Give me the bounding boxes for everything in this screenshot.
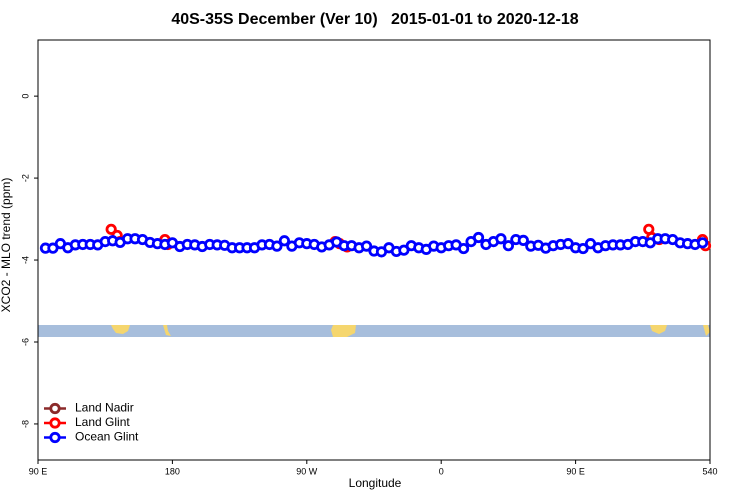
data-point bbox=[105, 223, 117, 235]
y-tick-label: -6 bbox=[20, 338, 30, 346]
x-axis-label: Longitude bbox=[349, 476, 402, 490]
y-tick-label: -2 bbox=[20, 174, 30, 182]
legend-marker bbox=[49, 417, 61, 429]
legend-label: Land Glint bbox=[75, 415, 130, 429]
x-tick-label: 90 W bbox=[296, 466, 318, 476]
x-tick-label: 540 bbox=[702, 466, 717, 476]
data-point bbox=[360, 240, 373, 252]
x-tick-label: 90 E bbox=[29, 466, 48, 476]
y-tick-label: -8 bbox=[20, 420, 30, 428]
ocean-strip bbox=[38, 325, 710, 337]
data-point bbox=[577, 242, 589, 255]
y-tick-label: -4 bbox=[20, 256, 30, 264]
land-blob bbox=[163, 325, 171, 336]
map-strip bbox=[38, 325, 710, 337]
data-point bbox=[278, 235, 290, 247]
legend-marker bbox=[49, 431, 61, 444]
data-point bbox=[696, 237, 709, 249]
data-point bbox=[495, 233, 507, 245]
x-tick-label: 180 bbox=[165, 466, 180, 476]
plot-frame bbox=[37, 39, 711, 461]
x-tick-label: 90 E bbox=[566, 466, 585, 476]
legend-label: Land Nadir bbox=[75, 401, 134, 415]
land-blob bbox=[650, 325, 667, 334]
x-tick-label: 0 bbox=[439, 466, 444, 476]
legend-label: Ocean Glint bbox=[75, 430, 139, 444]
land-blob bbox=[111, 325, 130, 334]
data-point bbox=[502, 240, 514, 252]
y-axis-label: XCO2 - MLO trend (ppm) bbox=[0, 178, 13, 313]
y-tick-label: 0 bbox=[20, 94, 30, 99]
legend-marker bbox=[49, 402, 61, 415]
chart-title: 40S-35S December (Ver 10) 2015-01-01 to … bbox=[171, 11, 578, 28]
data-point bbox=[472, 231, 485, 244]
data-point bbox=[457, 242, 470, 255]
land-blob bbox=[331, 325, 356, 337]
data-point bbox=[517, 234, 529, 246]
land-blob bbox=[703, 325, 710, 336]
data-point bbox=[271, 240, 283, 252]
